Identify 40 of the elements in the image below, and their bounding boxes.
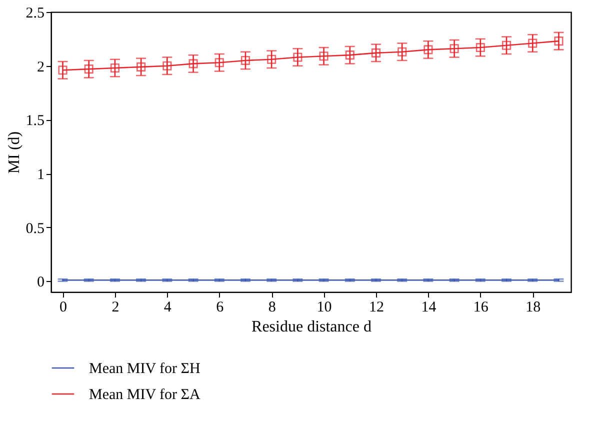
point [136,62,146,72]
x-tick-label: 14 [421,300,437,316]
point [424,45,433,54]
x-tick-label: 12 [369,300,384,316]
x-tick-label: 10 [316,300,332,316]
point [554,36,564,46]
x-tick-label: 18 [526,300,541,316]
point [345,50,354,60]
x-tick-label: 2 [112,300,120,316]
legend-label: Mean MIV for ΣH [89,361,201,377]
legend-label: Mean MIV for ΣA [89,387,201,403]
point [528,38,538,48]
x-axis-title: Residue distance d [252,318,372,336]
x-tick-label: 8 [268,300,276,316]
point [58,66,68,75]
point [476,43,485,52]
y-tick-label: 2.5 [26,6,44,22]
y-tick-label: 0 [37,274,44,291]
point [110,63,120,73]
y-tick-label: 1 [37,167,44,184]
y-axis-title: MI (d) [6,131,23,174]
y-tick-label: 0.5 [26,220,44,237]
point [267,54,276,64]
point [502,40,512,50]
point [188,59,198,68]
point [240,56,250,65]
y-tick-label: 2 [37,59,44,76]
x-tick-label: 4 [164,300,172,316]
point [319,52,328,61]
point [450,44,459,54]
point [214,58,224,68]
x-tick-label: 16 [473,300,489,316]
y-tick-label: 1.5 [26,113,44,130]
x-tick-label: 6 [216,300,224,316]
point [371,48,381,58]
point [84,64,94,74]
point [293,52,302,62]
point [398,47,407,56]
point [162,61,172,70]
x-tick-label: 0 [59,300,67,316]
